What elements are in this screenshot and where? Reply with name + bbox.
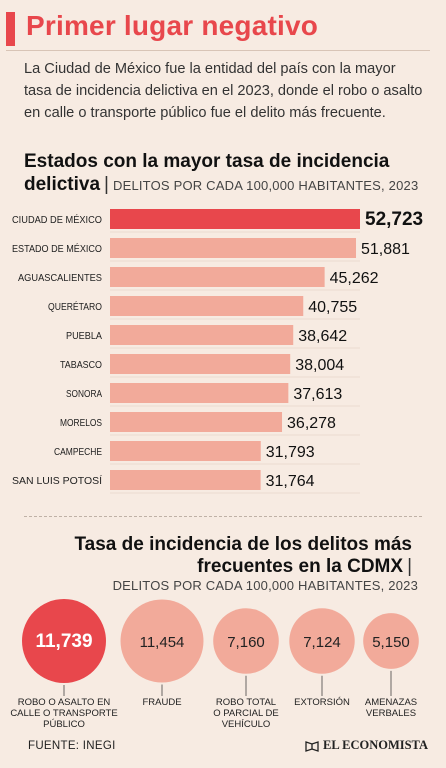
bubble-value-label: 11,454 <box>140 634 185 651</box>
bubble-category-label: EXTORSIÓN <box>294 697 350 708</box>
bar <box>110 383 289 403</box>
bar-value-label: 36,278 <box>287 415 336 432</box>
bar-value-label: 37,613 <box>293 386 342 403</box>
bar-chart-subtitle: DELITOS POR CADA 100,000 HABITANTES, 202… <box>112 178 419 193</box>
bubble-category-label: AMENAZAS VERBALES <box>365 697 417 719</box>
bar <box>110 325 294 345</box>
bubble-category-label-line: ROBO TOTAL <box>216 697 276 708</box>
bubble-value-label: 7,160 <box>227 634 265 651</box>
brand-logo: EL ECONOMISTA <box>305 738 428 753</box>
bar <box>110 209 360 229</box>
bar-category-label: SONORA <box>66 388 102 400</box>
bubble-value-label: 11,739 <box>35 631 92 652</box>
bar-category-label: MORELOS <box>60 417 102 429</box>
bubble-category-label-line: EXTORSIÓN <box>294 697 350 708</box>
brand-icon <box>305 740 319 752</box>
bubble <box>213 608 279 674</box>
bar-category-label: CIUDAD DE MÉXICO <box>12 213 102 226</box>
bar <box>110 470 261 490</box>
bar-value-label: 38,642 <box>298 328 347 345</box>
bubble <box>289 608 355 674</box>
bubble-category-label: ROBO TOTAL O PARCIAL DE VEHÍCULO <box>213 697 278 730</box>
bar <box>110 238 357 258</box>
bar-category-label: PUEBLA <box>66 330 102 342</box>
bubble-chart-title: Tasa de incidencia de los delitos más fr… <box>74 534 412 577</box>
bar-category-label: SAN LUIS POTOSÍ <box>12 474 102 487</box>
bubble-chart: 11,739 ROBO O ASALTO EN CALLE O TRANSPORTE… <box>10 599 419 730</box>
bar <box>110 412 283 432</box>
source-note: FUENTE: INEGI <box>28 740 116 752</box>
bar-category-label: ESTADO DE MÉXICO <box>12 242 102 255</box>
bar <box>110 267 325 287</box>
bubble-category-label: ROBO O ASALTO EN CALLE O TRANSPORTE PÚBLIC… <box>10 697 117 730</box>
bar-value-label: 31,764 <box>266 473 315 490</box>
bar-chart: CIUDAD DE MÉXICO 52,723 ESTADO DE MÉXICO 51… <box>12 209 423 494</box>
bubble-chart-subtitle: DELITOS POR CADA 100,000 HABITANTES, 202… <box>112 578 418 593</box>
bubble <box>22 599 106 683</box>
bar-chart-title-separator: | <box>104 174 109 195</box>
bubble-category-label-line: ROBO O ASALTO EN <box>18 697 111 708</box>
bubble-category-label-line: PÚBLICO <box>43 719 85 730</box>
bar-value-label: 51,881 <box>361 241 410 258</box>
bar <box>110 296 304 316</box>
bubble-category-label: FRAUDE <box>142 697 181 708</box>
bar <box>110 441 261 461</box>
bar <box>110 354 291 374</box>
intro-text: La Ciudad de México fue la entidad del p… <box>24 61 423 121</box>
title-accent-bar <box>6 12 15 46</box>
bubble-chart-title-separator: | <box>407 556 412 577</box>
page-title: Primer lugar negativo <box>26 10 319 41</box>
brand-name: EL ECONOMISTA <box>323 738 428 752</box>
bubble-category-label-line: O PARCIAL DE <box>213 708 278 719</box>
bar-value-label: 38,004 <box>295 357 344 374</box>
bubble <box>120 599 204 683</box>
section-divider <box>24 516 422 517</box>
bar-category-label: AGUASCALIENTES <box>18 272 102 284</box>
bubble-category-label-line: CALLE O TRANSPORTE <box>10 708 117 719</box>
bar-value-label: 31,793 <box>266 444 315 461</box>
bar-category-label: TABASCO <box>60 359 102 371</box>
bar-value-label: 40,755 <box>308 299 357 316</box>
bar-value-label: 45,262 <box>330 270 379 287</box>
bubble-category-label-line: VEHÍCULO <box>222 719 271 730</box>
bubble-category-label-line: VERBALES <box>366 708 416 719</box>
bubble-category-label-line: AMENAZAS <box>365 697 417 708</box>
bar-category-label: QUERÉTARO <box>48 300 102 313</box>
bar-category-label: CAMPECHE <box>54 446 102 458</box>
bubble-value-label: 5,150 <box>372 634 410 651</box>
bubble <box>363 613 419 669</box>
bar-chart-title: Estados con la mayor tasa de incidencia … <box>24 151 390 195</box>
bubble-chart-heading: Tasa de incidencia de los delitos más fr… <box>72 534 412 578</box>
bubble-category-label-line: FRAUDE <box>142 697 181 708</box>
bar-value-label: 52,723 <box>365 209 423 230</box>
title-block: Primer lugar negativo <box>6 10 430 51</box>
bar-chart-heading: Estados con la mayor tasa de incidencia … <box>24 150 434 197</box>
bubble-value-label: 7,124 <box>303 634 341 651</box>
